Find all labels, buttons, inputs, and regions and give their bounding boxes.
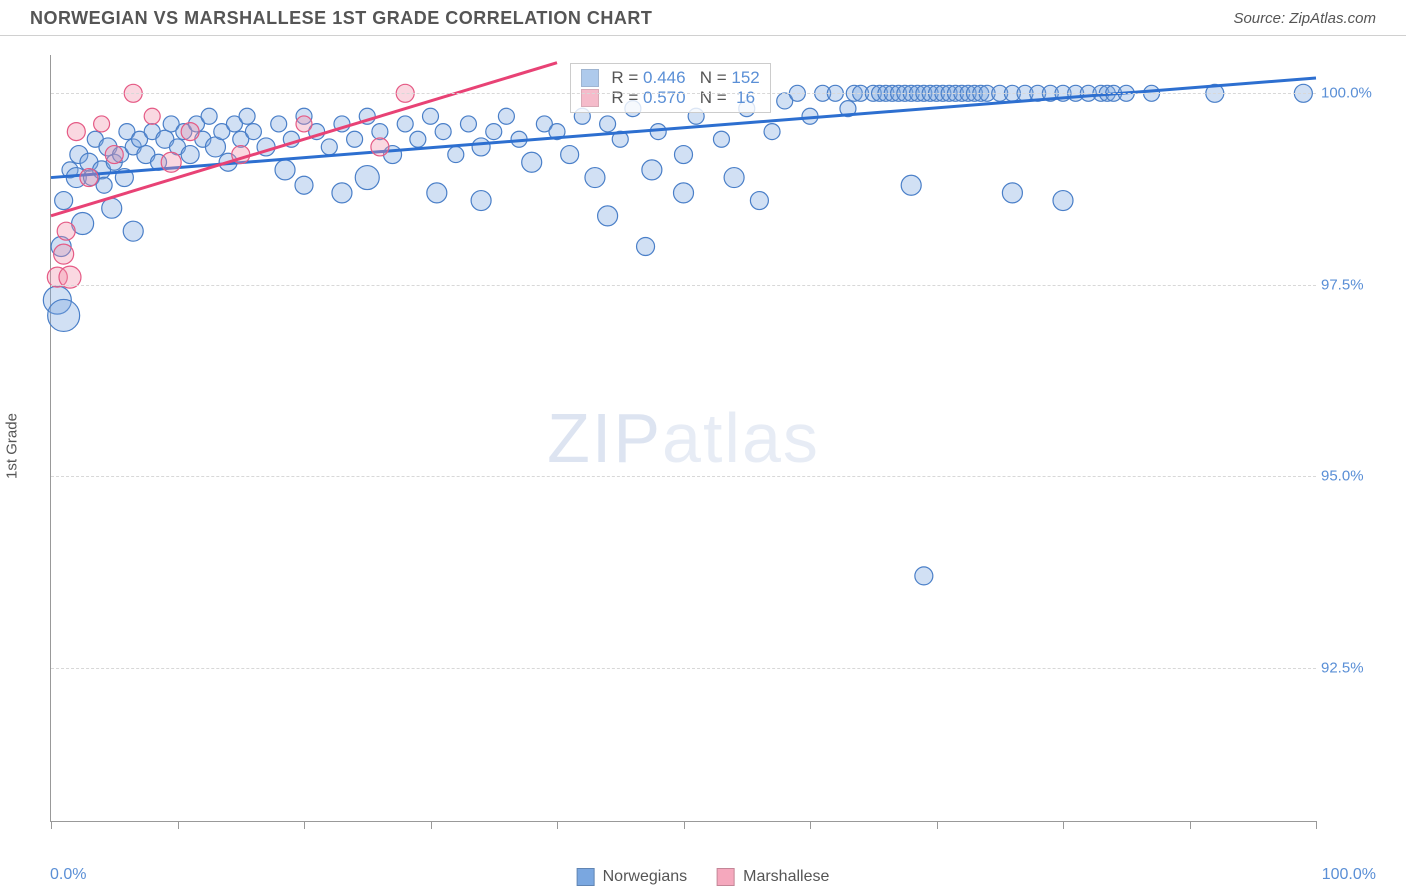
correlation-stats-box: R = 0.446 N = 152 R = 0.570 N = 16 — [570, 63, 771, 113]
x-tick — [684, 821, 685, 829]
series-swatch — [581, 69, 599, 87]
data-point — [901, 175, 921, 195]
scatter-svg — [51, 55, 1316, 821]
data-point — [423, 108, 439, 124]
legend-item: Marshallese — [717, 868, 829, 886]
data-point — [57, 222, 75, 240]
data-point — [296, 116, 312, 132]
y-tick-label: 95.0% — [1321, 468, 1401, 485]
y-tick-label: 92.5% — [1321, 659, 1401, 676]
data-point — [239, 108, 255, 124]
data-point — [460, 116, 476, 132]
x-tick — [557, 821, 558, 829]
data-point — [321, 139, 337, 155]
data-point — [295, 176, 313, 194]
data-point — [181, 146, 199, 164]
data-point — [598, 206, 618, 226]
x-tick — [304, 821, 305, 829]
data-point — [102, 198, 122, 218]
y-axis-label: 1st Grade — [4, 413, 21, 479]
data-point — [94, 116, 110, 132]
gridline — [51, 93, 1316, 94]
data-point — [271, 116, 287, 132]
data-point — [750, 192, 768, 210]
data-point — [397, 116, 413, 132]
data-point — [275, 160, 295, 180]
data-point — [55, 192, 73, 210]
data-point — [1002, 183, 1022, 203]
x-tick — [1063, 821, 1064, 829]
data-point — [410, 131, 426, 147]
data-point — [332, 183, 352, 203]
data-point — [713, 131, 729, 147]
data-point — [724, 168, 744, 188]
data-point — [161, 152, 181, 172]
data-point — [674, 183, 694, 203]
data-point — [498, 108, 514, 124]
data-point — [1053, 191, 1073, 211]
data-point — [355, 166, 379, 190]
data-point — [435, 124, 451, 140]
data-point — [96, 177, 112, 193]
data-point — [448, 147, 464, 163]
legend: Norwegians Marshallese — [577, 868, 830, 886]
data-point — [764, 124, 780, 140]
x-tick — [1316, 821, 1317, 829]
data-point — [915, 567, 933, 585]
gridline — [51, 668, 1316, 669]
legend-swatch — [577, 868, 595, 886]
data-point — [105, 146, 123, 164]
stats-row: R = 0.446 N = 152 — [581, 68, 760, 88]
data-point — [201, 108, 217, 124]
data-point — [347, 131, 363, 147]
data-point — [675, 146, 693, 164]
data-point — [642, 160, 662, 180]
data-point — [585, 168, 605, 188]
data-point — [471, 191, 491, 211]
data-point — [561, 146, 579, 164]
data-point — [80, 169, 98, 187]
legend-item: Norwegians — [577, 868, 687, 886]
data-point — [637, 238, 655, 256]
gridline — [51, 285, 1316, 286]
gridline — [51, 476, 1316, 477]
y-tick-label: 100.0% — [1321, 85, 1401, 102]
x-tick — [810, 821, 811, 829]
data-point — [372, 124, 388, 140]
data-point — [123, 221, 143, 241]
x-tick — [1190, 821, 1191, 829]
data-point — [472, 138, 490, 156]
legend-swatch — [717, 868, 735, 886]
data-point — [67, 123, 85, 141]
data-point — [48, 299, 80, 331]
legend-label: Norwegians — [603, 868, 687, 886]
series-swatch — [581, 89, 599, 107]
data-point — [181, 123, 199, 141]
x-tick — [51, 821, 52, 829]
data-point — [144, 108, 160, 124]
data-point — [371, 138, 389, 156]
data-point — [486, 124, 502, 140]
chart-title: NORWEGIAN VS MARSHALLESE 1ST GRADE CORRE… — [30, 8, 652, 29]
x-tick — [937, 821, 938, 829]
x-max-label: 100.0% — [1322, 866, 1376, 884]
data-point — [245, 124, 261, 140]
data-point — [54, 244, 74, 264]
data-point — [427, 183, 447, 203]
x-tick — [178, 821, 179, 829]
stats-row: R = 0.570 N = 16 — [581, 88, 760, 108]
y-tick-label: 97.5% — [1321, 276, 1401, 293]
chart-plot-area: ZIPatlas R = 0.446 N = 152 R = 0.570 N =… — [50, 55, 1316, 822]
x-min-label: 0.0% — [50, 866, 86, 884]
x-tick — [431, 821, 432, 829]
legend-label: Marshallese — [743, 868, 829, 886]
data-point — [522, 152, 542, 172]
source-label: Source: ZipAtlas.com — [1233, 10, 1376, 27]
data-point — [600, 116, 616, 132]
